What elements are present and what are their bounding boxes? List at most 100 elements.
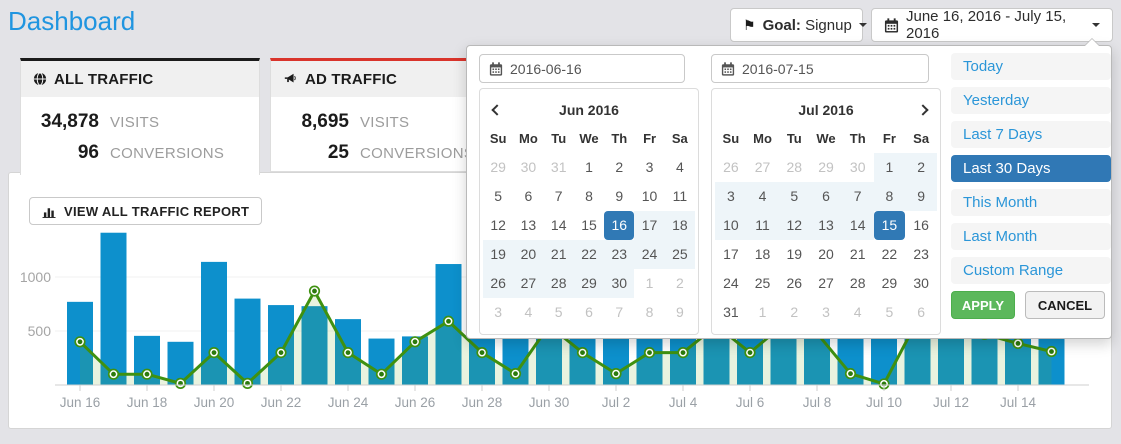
day-cell[interactable]: 6	[810, 182, 842, 211]
day-cell[interactable]: 28	[849, 275, 866, 291]
range-preset-this-month[interactable]: This Month	[951, 189, 1111, 216]
day-cell[interactable]: 1	[758, 304, 767, 320]
day-cell[interactable]: 13	[810, 211, 842, 240]
day-cell[interactable]: 14	[841, 211, 874, 240]
day-cell[interactable]: 6	[585, 304, 593, 320]
day-cell[interactable]: 24	[723, 275, 739, 291]
day-cell[interactable]: 5	[885, 304, 894, 320]
day-cell[interactable]: 4	[524, 304, 533, 320]
day-cell[interactable]: 21	[849, 246, 866, 262]
day-cell[interactable]: 20	[818, 246, 834, 262]
day-cell[interactable]: 11	[746, 211, 779, 240]
day-cell[interactable]: 6	[524, 188, 533, 204]
day-cell[interactable]: 13	[520, 217, 537, 233]
day-cell[interactable]: 8	[645, 304, 654, 320]
day-cell[interactable]: 22	[881, 246, 898, 262]
day-cell[interactable]: 9	[615, 188, 624, 204]
day-cell[interactable]: 31	[723, 304, 739, 320]
day-cell[interactable]: 19	[483, 240, 514, 269]
all-traffic-tab[interactable]: ALL TRAFFIC 34,878 VISITS 96 CONVERSIONS	[20, 58, 260, 175]
day-cell[interactable]: 14	[550, 217, 567, 233]
day-cell[interactable]: 10	[641, 188, 658, 204]
day-cell[interactable]: 20	[513, 240, 544, 269]
day-cell[interactable]: 15	[581, 217, 597, 233]
day-cell[interactable]: 30	[604, 269, 635, 298]
day-cell[interactable]: 11	[672, 188, 688, 204]
day-cell[interactable]: 12	[778, 211, 811, 240]
day-cell[interactable]: 3	[715, 182, 747, 211]
day-cell[interactable]: 4	[853, 304, 862, 320]
day-cell[interactable]: 26	[786, 275, 803, 291]
day-cell[interactable]: 5	[554, 304, 563, 320]
date-range-button[interactable]: June 16, 2016 - July 15, 2016	[871, 8, 1113, 42]
day-cell[interactable]: 27	[513, 269, 544, 298]
day-cell[interactable]: 18	[664, 211, 695, 240]
day-cell[interactable]: 27	[754, 159, 771, 175]
day-cell[interactable]: 7	[615, 304, 624, 320]
apply-button[interactable]: APPLY	[951, 291, 1015, 319]
day-cell[interactable]: 28	[786, 159, 803, 175]
day-cell[interactable]: 15	[873, 211, 906, 240]
range-preset-last-7-days[interactable]: Last 7 Days	[951, 121, 1111, 148]
day-cell[interactable]: 29	[490, 159, 506, 175]
day-cell[interactable]: 22	[573, 240, 605, 269]
day-cell[interactable]: 17	[634, 211, 665, 240]
day-cell[interactable]: 9	[675, 304, 684, 320]
day-cell[interactable]: 28	[543, 269, 574, 298]
view-all-traffic-report-button[interactable]: VIEW ALL TRAFFIC REPORT	[29, 197, 263, 225]
day-cell[interactable]: 31	[550, 159, 567, 175]
day-cell[interactable]: 30	[913, 275, 929, 291]
day-cell[interactable]: 16	[913, 217, 929, 233]
day-cell[interactable]: 9	[905, 182, 937, 211]
day-cell[interactable]: 1	[585, 159, 593, 175]
day-cell[interactable]: 25	[664, 240, 695, 269]
day-cell[interactable]: 29	[818, 159, 834, 175]
day-cell[interactable]: 3	[645, 159, 654, 175]
range-preset-custom-range[interactable]: Custom Range	[951, 257, 1111, 284]
day-cell[interactable]: 4	[675, 159, 684, 175]
day-cell[interactable]: 24	[634, 240, 665, 269]
range-preset-last-30-days[interactable]: Last 30 Days	[951, 155, 1111, 182]
day-cell[interactable]: 1	[873, 153, 906, 182]
end-date-input[interactable]: 2016-07-15	[711, 54, 929, 83]
day-cell[interactable]: 4	[746, 182, 779, 211]
day-cell[interactable]: 12	[490, 217, 506, 233]
day-cell[interactable]: 19	[786, 246, 803, 262]
day-cell[interactable]: 3	[494, 304, 503, 320]
day-cell[interactable]: 5	[778, 182, 811, 211]
day-cell[interactable]: 21	[543, 240, 574, 269]
day-cell[interactable]: 2	[675, 275, 684, 291]
day-cell[interactable]: 23	[604, 240, 635, 269]
day-cell[interactable]: 16	[604, 211, 635, 240]
start-date-input[interactable]: 2016-06-16	[479, 54, 685, 83]
day-cell[interactable]: 2	[615, 159, 624, 175]
day-cell[interactable]: 29	[881, 275, 898, 291]
day-cell[interactable]: 26	[723, 159, 739, 175]
start-date-value: 2016-06-16	[510, 60, 582, 77]
day-cell[interactable]: 2	[790, 304, 799, 320]
range-preset-today[interactable]: Today	[951, 53, 1111, 80]
day-cell[interactable]: 8	[873, 182, 906, 211]
day-cell[interactable]: 6	[917, 304, 926, 320]
day-cell[interactable]: 18	[754, 246, 771, 262]
day-cell[interactable]: 30	[849, 159, 866, 175]
day-cell[interactable]: 7	[554, 188, 563, 204]
day-cell[interactable]: 3	[822, 304, 830, 320]
day-cell[interactable]: 5	[494, 188, 503, 204]
cancel-button[interactable]: CANCEL	[1025, 291, 1105, 319]
day-cell[interactable]: 1	[645, 275, 654, 291]
day-cell[interactable]: 26	[483, 269, 514, 298]
day-cell[interactable]: 2	[905, 153, 937, 182]
range-preset-last-month[interactable]: Last Month	[951, 223, 1111, 250]
goal-dropdown-button[interactable]: ⚑ Goal: Signup	[730, 8, 867, 42]
day-cell[interactable]: 23	[913, 246, 929, 262]
day-cell[interactable]: 29	[573, 269, 605, 298]
range-preset-yesterday[interactable]: Yesterday	[951, 87, 1111, 114]
day-cell[interactable]: 7	[841, 182, 874, 211]
day-cell[interactable]: 17	[723, 246, 739, 262]
day-cell[interactable]: 30	[520, 159, 537, 175]
day-cell[interactable]: 10	[715, 211, 747, 240]
day-cell[interactable]: 27	[818, 275, 834, 291]
day-cell[interactable]: 8	[585, 188, 593, 204]
day-cell[interactable]: 25	[754, 275, 771, 291]
